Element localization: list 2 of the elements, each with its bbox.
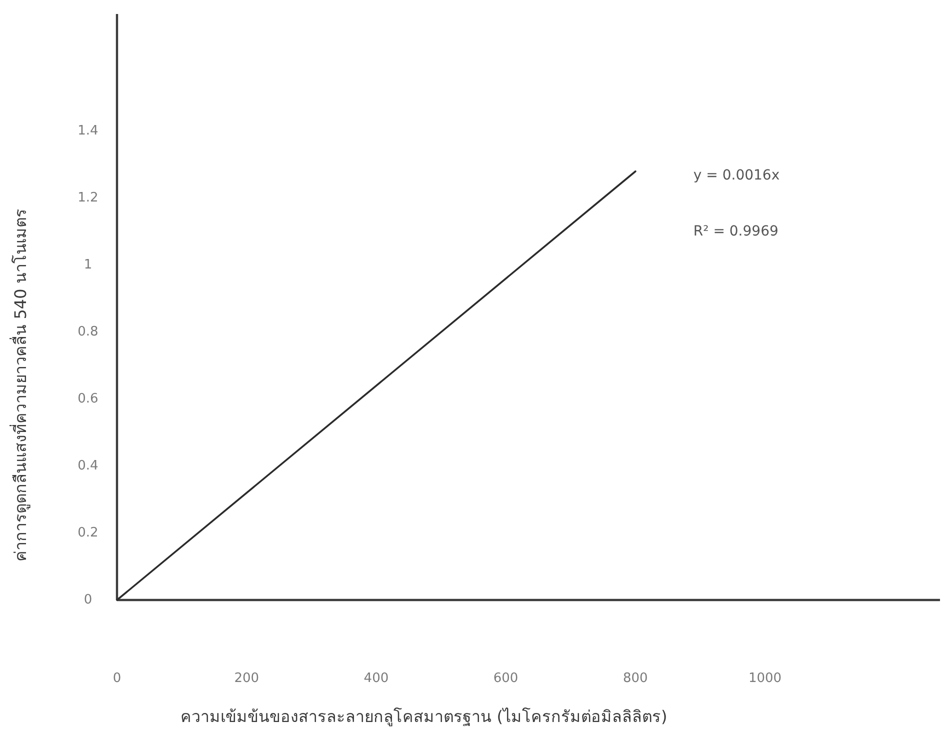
annotation: y = 0.0016x xyxy=(693,167,780,184)
annotation: R² = 0.9969 xyxy=(693,223,778,240)
